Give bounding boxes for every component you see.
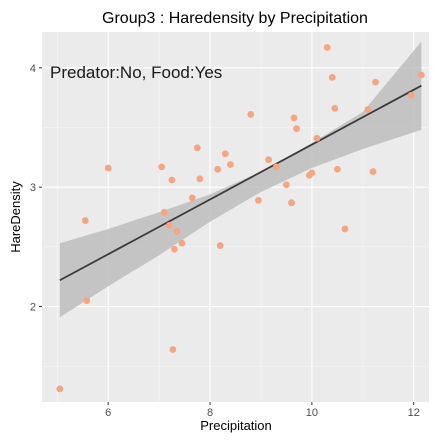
data-point (333, 165, 341, 173)
data-point (290, 114, 298, 122)
data-point (178, 239, 186, 247)
data-point (227, 161, 234, 168)
data-point (308, 169, 316, 177)
data-point (196, 175, 204, 183)
data-point (331, 104, 339, 112)
data-points (56, 44, 425, 393)
axis-ticks: 6 8 10 12 2 3 4 (30, 63, 420, 419)
data-point (328, 73, 336, 81)
data-point (193, 144, 201, 152)
confidence-band (59, 41, 422, 318)
x-tick-label: 10 (306, 407, 318, 419)
confidence-band-group (59, 41, 422, 318)
data-point (272, 163, 280, 171)
plot-panel (42, 32, 429, 402)
data-point (369, 168, 377, 176)
data-point (214, 165, 222, 173)
chart-title: Group3 : Haredensity by Precipitation (102, 10, 368, 27)
data-point (170, 245, 178, 253)
data-point (56, 385, 64, 393)
data-point (158, 163, 166, 171)
data-point (283, 181, 290, 189)
data-point (104, 164, 112, 172)
data-point (265, 156, 272, 164)
data-point (417, 71, 425, 79)
grid-lines (42, 32, 429, 402)
data-point (288, 199, 295, 207)
data-point (83, 297, 91, 304)
data-point (188, 194, 196, 202)
data-point (168, 176, 176, 184)
data-point (165, 221, 173, 229)
x-axis-title: Precipitation (200, 418, 272, 433)
data-point (293, 125, 301, 133)
regression-line (59, 84, 422, 282)
data-point (81, 217, 89, 224)
data-point (323, 44, 331, 51)
x-tick-label: 8 (207, 407, 213, 419)
data-point (221, 150, 229, 158)
data-point (173, 227, 181, 235)
fit-line-group (59, 84, 422, 282)
y-tick-label: 2 (30, 302, 36, 314)
panel-annotation: Predator:No, Food:Yes (50, 63, 222, 82)
data-point (313, 134, 321, 142)
x-tick-label: 6 (105, 407, 111, 419)
data-point (255, 196, 262, 204)
y-tick-label: 3 (30, 182, 36, 194)
data-point (216, 242, 224, 250)
y-axis-title: HareDensity (8, 181, 23, 253)
data-point (341, 225, 349, 233)
x-tick-label: 12 (408, 407, 420, 419)
data-point (372, 78, 379, 86)
data-point (169, 346, 177, 353)
data-point (247, 110, 255, 118)
data-point (407, 91, 415, 99)
y-tick-label: 4 (30, 63, 36, 75)
data-point (160, 208, 168, 216)
data-point (364, 106, 372, 113)
